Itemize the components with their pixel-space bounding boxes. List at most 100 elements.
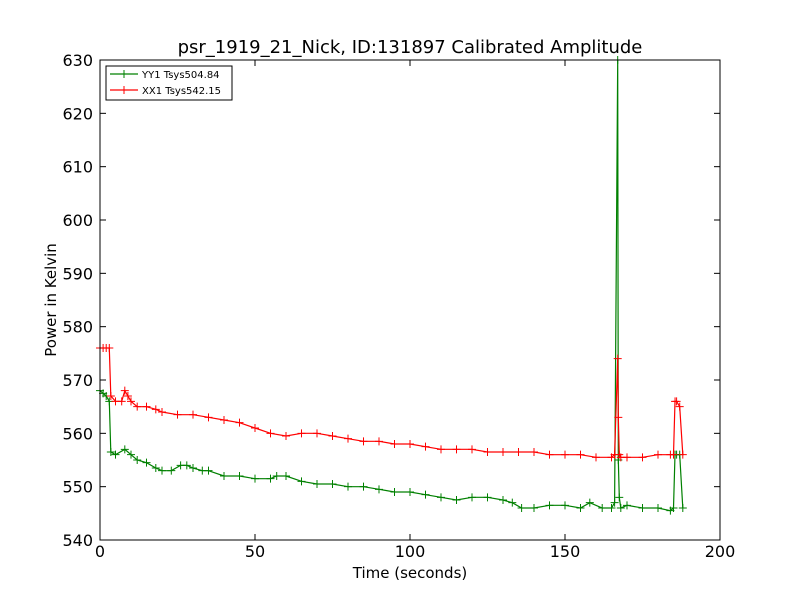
x-tick-label: 200 xyxy=(705,542,736,561)
data-point xyxy=(344,434,352,443)
data-point xyxy=(483,493,492,502)
data-point xyxy=(406,488,414,496)
legend-box xyxy=(105,65,233,101)
data-point xyxy=(615,493,624,502)
data-point xyxy=(313,429,321,438)
data-point xyxy=(576,504,585,512)
data-point xyxy=(545,501,554,510)
data-point xyxy=(592,453,600,462)
data-point xyxy=(106,448,115,456)
data-point xyxy=(561,450,569,459)
data-point xyxy=(452,496,461,504)
data-point xyxy=(266,474,275,483)
x-tick-label: 100 xyxy=(395,542,426,561)
legend-marker xyxy=(120,70,128,78)
data-point xyxy=(638,453,647,462)
data-point xyxy=(182,461,191,470)
y-tick-label: 600 xyxy=(62,211,93,230)
legend-entry: XX1 Tsys542.15 xyxy=(110,86,221,97)
data-point xyxy=(297,477,306,486)
data-point xyxy=(468,445,476,454)
y-tick-label: 570 xyxy=(62,371,93,390)
data-point xyxy=(173,410,182,419)
data-point xyxy=(282,432,290,440)
data-point xyxy=(344,482,352,491)
legend-marker xyxy=(120,86,128,94)
data-point xyxy=(499,496,507,504)
series-layer xyxy=(96,56,687,515)
data-point xyxy=(638,504,647,512)
data-point xyxy=(483,448,492,456)
data-point xyxy=(359,437,368,446)
data-point xyxy=(437,445,445,454)
legend-label: XX1 Tsys542.15 xyxy=(142,86,221,97)
data-point xyxy=(623,453,631,462)
y-tick-label: 580 xyxy=(62,318,93,337)
data-point xyxy=(654,450,662,459)
data-point xyxy=(607,504,616,512)
data-point xyxy=(142,402,151,411)
data-point xyxy=(545,450,554,459)
data-point xyxy=(158,466,166,475)
data-point xyxy=(167,466,176,475)
y-tick-label: 550 xyxy=(62,478,93,497)
data-point xyxy=(508,498,517,507)
data-point xyxy=(678,450,687,459)
legend-entry: YY1 Tsys504.84 xyxy=(110,70,220,81)
data-point xyxy=(235,418,244,427)
chart-title: psr_1919_21_Nick, ID:131897 Calibrated A… xyxy=(178,37,643,58)
data-point xyxy=(328,480,337,488)
data-point xyxy=(189,464,197,472)
data-point xyxy=(437,493,445,502)
data-point xyxy=(251,424,259,432)
data-point xyxy=(669,450,678,459)
series-2 xyxy=(96,344,687,462)
data-point xyxy=(623,501,631,510)
data-point xyxy=(390,440,399,448)
data-point xyxy=(328,432,337,440)
data-point xyxy=(452,445,461,454)
x-axis-title: Time (seconds) xyxy=(352,564,468,582)
data-point xyxy=(204,466,213,475)
x-tick-label: 150 xyxy=(550,542,581,561)
data-point xyxy=(517,504,526,512)
data-point xyxy=(390,488,399,496)
data-point xyxy=(204,413,213,422)
data-point xyxy=(127,397,135,406)
data-point xyxy=(613,354,622,363)
y-tick-label: 540 xyxy=(62,531,93,550)
data-point xyxy=(375,485,383,494)
y-tick-label: 610 xyxy=(62,158,93,177)
data-point xyxy=(530,448,538,456)
y-axis-title: Power in Kelvin xyxy=(42,243,60,357)
y-tick-label: 620 xyxy=(62,104,93,123)
data-point xyxy=(189,410,197,419)
data-point xyxy=(251,474,259,483)
data-point xyxy=(421,490,430,499)
data-point xyxy=(468,493,476,502)
data-point xyxy=(127,450,135,459)
data-point xyxy=(120,445,129,454)
legend-label: YY1 Tsys504.84 xyxy=(141,70,220,81)
data-point xyxy=(585,498,594,507)
data-point xyxy=(614,413,623,422)
data-point xyxy=(598,504,607,512)
data-point xyxy=(266,429,275,438)
data-point xyxy=(220,416,228,424)
y-tick-label: 630 xyxy=(62,51,93,70)
data-point xyxy=(105,344,114,352)
data-point xyxy=(297,429,306,438)
data-point xyxy=(675,402,684,411)
plot-area: 0 50 100 150 200 540 550 560 570 580 590 600 610 620 6… xyxy=(62,51,735,561)
data-point xyxy=(272,472,281,480)
data-point xyxy=(151,464,160,472)
legend-entries: YY1 Tsys504.84 XX1 Tsys542.15 xyxy=(110,70,221,97)
data-point xyxy=(375,437,383,446)
y-tick-label: 590 xyxy=(62,264,93,283)
data-point xyxy=(133,402,142,411)
x-tick-label: 50 xyxy=(245,542,265,561)
data-point xyxy=(282,472,290,480)
data-point xyxy=(133,456,142,464)
data-point xyxy=(576,450,585,459)
